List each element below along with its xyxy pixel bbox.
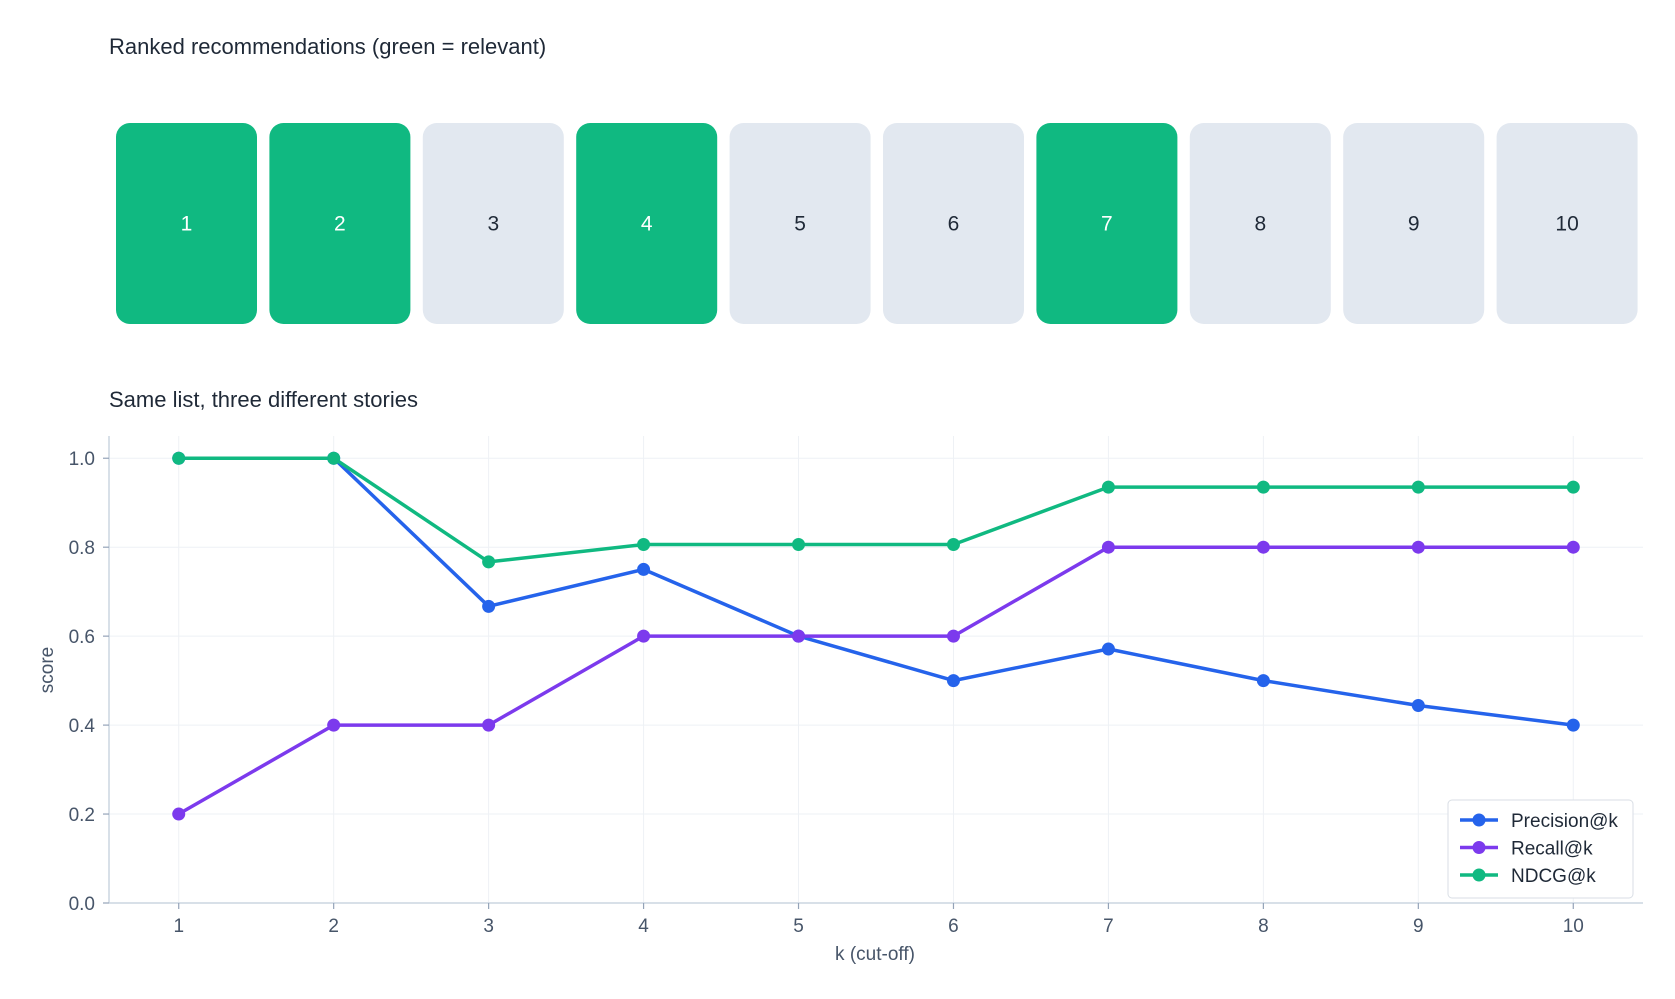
data-point-ndcg-k	[792, 538, 806, 552]
rank-card-8: 8	[1189, 123, 1331, 324]
y-tick-label: 0.2	[69, 805, 95, 826]
rank-card-label: 5	[794, 213, 806, 236]
rank-card-label: 4	[641, 213, 653, 236]
rank-card-label: 10	[1555, 213, 1578, 236]
data-point-ndcg-k	[946, 538, 960, 552]
rank-card-label: 7	[1101, 213, 1113, 236]
rank-card-label: 1	[181, 213, 193, 236]
data-point-recall-k	[637, 629, 651, 643]
data-point-precision-k	[482, 599, 496, 613]
rank-card-label: 6	[948, 213, 960, 236]
rank-card-10: 10	[1496, 123, 1638, 324]
x-tick-label: 9	[1413, 916, 1424, 937]
rank-card-box	[576, 123, 718, 324]
y-tick-labels: 0.0 0.2 0.4 0.6 0.8 1.0	[69, 449, 109, 915]
rank-card-box	[1343, 123, 1485, 324]
x-tick-label: 2	[328, 916, 339, 937]
rank-card-box	[883, 123, 1024, 324]
chart-title: Same list, three different stories	[109, 387, 418, 412]
y-axis-label: score	[37, 647, 58, 693]
x-tick-label: 6	[948, 916, 959, 937]
data-point-recall-k	[1411, 540, 1425, 554]
data-point-precision-k	[1101, 642, 1115, 656]
data-point-ndcg-k	[1256, 480, 1270, 494]
legend-label: Precision@k	[1511, 811, 1618, 832]
data-point-precision-k	[637, 562, 651, 576]
series-lines	[177, 456, 1574, 816]
ranked-list-title: Ranked recommendations (green = relevant…	[109, 34, 546, 59]
x-tick-labels: 1 2 3 4 5 6 7 8 9 10	[173, 903, 1584, 937]
axes	[108, 436, 1643, 904]
legend: Precision@k Recall@k NDCG@k	[1447, 799, 1634, 899]
data-point-precision-k	[1566, 718, 1580, 732]
series-points	[172, 451, 1580, 821]
series-line-ndcg-k	[178, 456, 1574, 564]
data-point-ndcg-k	[1101, 480, 1115, 494]
y-tick-label: 1.0	[69, 449, 95, 470]
data-point-precision-k	[1411, 699, 1425, 713]
legend-label: NDCG@k	[1511, 866, 1596, 887]
rank-card-box	[729, 123, 871, 324]
legend-item: Recall@k	[1460, 839, 1593, 860]
rank-card-3: 3	[422, 123, 564, 324]
rank-card-4: 4	[576, 123, 718, 324]
legend-swatch-marker	[1472, 813, 1486, 827]
series-line-precision-k	[178, 456, 1574, 727]
legend-label: Recall@k	[1511, 839, 1593, 860]
rank-card-1: 1	[116, 123, 257, 324]
x-tick-label: 8	[1258, 916, 1269, 937]
data-point-ndcg-k	[1566, 480, 1580, 494]
data-point-recall-k	[946, 629, 960, 643]
y-tick-label: 0.8	[69, 538, 95, 559]
rank-card-7: 7	[1036, 123, 1178, 324]
x-axis-label: k (cut-off)	[835, 944, 915, 965]
x-tick-label: 4	[638, 916, 649, 937]
legend-item: Precision@k	[1460, 811, 1618, 832]
rank-card-label: 2	[334, 213, 346, 236]
rank-card-label: 3	[487, 213, 499, 236]
rank-card-box	[422, 123, 564, 324]
data-point-recall-k	[1566, 540, 1580, 554]
rank-card-6: 6	[883, 123, 1024, 324]
legend-swatch-marker	[1472, 841, 1486, 854]
rank-card-9: 9	[1343, 123, 1485, 324]
x-tick-label: 5	[793, 916, 804, 937]
data-point-recall-k	[1101, 540, 1115, 554]
x-tick-label: 3	[483, 916, 494, 937]
rank-card-2: 2	[269, 123, 411, 324]
x-tick-label: 10	[1563, 916, 1584, 937]
data-point-recall-k	[482, 718, 496, 732]
rank-card-box	[1496, 123, 1638, 324]
data-point-ndcg-k	[327, 451, 341, 465]
data-point-recall-k	[172, 807, 186, 821]
ranked-cards: 1 2 3 4 5 6 7 8 9 10	[116, 123, 1638, 324]
rank-card-box	[1189, 123, 1331, 324]
data-point-ndcg-k	[482, 555, 496, 569]
legend-swatch-marker	[1472, 868, 1486, 882]
y-tick-label: 0.0	[69, 894, 95, 915]
rank-card-label: 9	[1408, 213, 1420, 236]
y-tick-label: 0.4	[69, 716, 96, 737]
grid-lines	[109, 436, 1643, 904]
plot-area: 1 2 3 4 5 6 7 8 9 10 0.0 0.2 0.4 0.6 0.8 1.0	[69, 436, 1643, 937]
x-tick-label: 1	[173, 916, 184, 937]
rank-card-box	[116, 123, 257, 324]
data-point-recall-k	[1256, 540, 1270, 554]
data-point-recall-k	[792, 629, 806, 643]
rank-card-label: 8	[1254, 213, 1266, 236]
rank-card-5: 5	[729, 123, 871, 324]
data-point-ndcg-k	[637, 538, 651, 552]
x-tick-label: 7	[1103, 916, 1114, 937]
rank-card-box	[1036, 123, 1178, 324]
series-line-recall-k	[177, 545, 1574, 816]
data-point-precision-k	[1256, 674, 1270, 688]
y-tick-label: 0.6	[69, 627, 95, 648]
rank-card-box	[269, 123, 411, 324]
data-point-recall-k	[327, 718, 341, 732]
data-point-precision-k	[946, 674, 960, 688]
data-point-ndcg-k	[172, 451, 186, 465]
data-point-ndcg-k	[1411, 480, 1425, 494]
legend-item: NDCG@k	[1460, 866, 1596, 887]
